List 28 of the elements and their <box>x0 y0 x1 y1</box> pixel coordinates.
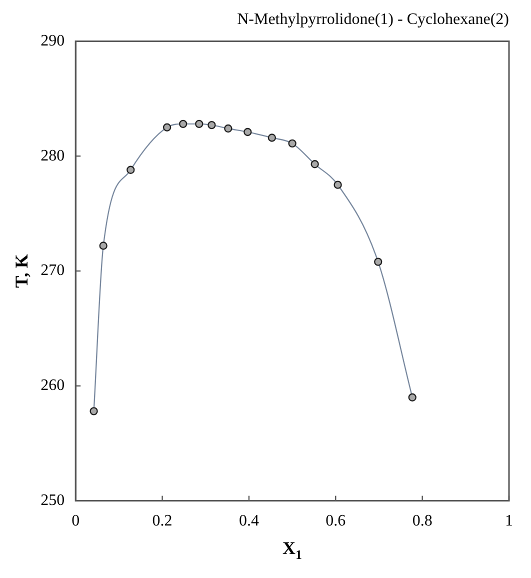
y-tick-label: 260 <box>40 377 65 394</box>
point <box>126 166 135 174</box>
point <box>208 120 216 130</box>
point <box>310 160 319 168</box>
x-tick-label: 0.4 <box>238 512 259 530</box>
point <box>99 242 108 250</box>
y-tick-label: 280 <box>40 147 65 164</box>
y-axis-title: T, K <box>11 254 32 288</box>
point <box>288 139 296 148</box>
x-tick-label: 0.8 <box>412 512 432 530</box>
x-tick-label: 0 <box>72 512 80 530</box>
point <box>374 258 382 266</box>
y-tick-label: 290 <box>40 32 65 50</box>
point <box>408 393 416 402</box>
y-tick-label: 270 <box>40 262 65 280</box>
chart-title: N-Methylpyrrolidone(1) - Cyclohexane(2) <box>237 10 509 28</box>
y-tick-label: 250 <box>40 492 65 510</box>
point <box>224 124 232 133</box>
point <box>90 407 98 416</box>
point <box>334 180 342 189</box>
x-tick-label: 1 <box>505 512 513 530</box>
x-tick-label: 0.2 <box>152 512 172 530</box>
point <box>178 120 188 128</box>
point <box>268 134 276 142</box>
point <box>162 123 172 132</box>
x-tick-label: 0.6 <box>326 512 346 530</box>
point <box>244 128 252 136</box>
point <box>195 120 204 128</box>
